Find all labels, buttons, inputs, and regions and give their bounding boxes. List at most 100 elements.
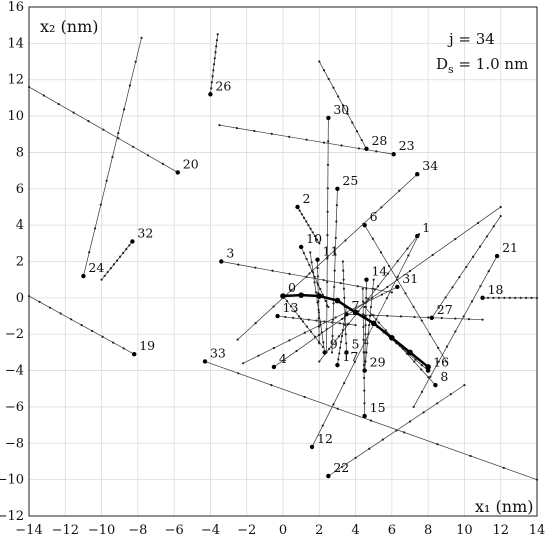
trajectory-point <box>373 288 376 291</box>
trajectory-point <box>118 255 122 258</box>
trajectory-point <box>360 138 363 142</box>
trajectory-point <box>109 267 112 270</box>
trajectory-point <box>343 317 346 320</box>
trajectory-point <box>122 347 125 350</box>
trajectory-point <box>288 339 291 342</box>
trajectory-point <box>325 280 329 284</box>
trajectory-point <box>367 297 370 300</box>
trajectory-point <box>111 155 114 159</box>
trajectory-point <box>437 306 440 309</box>
grid <box>28 6 538 517</box>
trajectory-point <box>478 245 482 248</box>
legend-box: j = 34 Ds = 1.0 nm <box>436 30 528 76</box>
trajectory-point <box>211 75 214 78</box>
series-label-7: 7 <box>352 298 360 313</box>
trajectory-point <box>386 285 389 289</box>
trajectory-point <box>414 358 417 361</box>
trajectory-point <box>270 132 273 135</box>
series-label-31: 31 <box>402 271 418 286</box>
trajectory-point <box>254 266 257 269</box>
trajectory-start <box>275 313 280 319</box>
trajectory-start <box>326 115 331 121</box>
series-label-18: 18 <box>488 282 504 297</box>
trajectory-point <box>331 334 334 338</box>
trajectory-point <box>322 341 325 344</box>
trajectory-point <box>346 112 349 115</box>
trajectory-point <box>437 346 440 349</box>
trajectory-point <box>469 454 472 458</box>
series-label-15: 15 <box>370 400 386 415</box>
trajectory-point <box>454 317 457 320</box>
trajectory-point <box>365 287 368 290</box>
plot-frame <box>28 6 538 517</box>
trajectory-point <box>339 282 342 285</box>
trajectory-point <box>308 272 311 275</box>
y-tick-label: 6 <box>16 182 24 197</box>
trajectory-point <box>316 283 320 286</box>
highlight-layer <box>280 292 431 370</box>
trajectory-point <box>115 259 119 262</box>
trajectory-point <box>323 320 326 323</box>
series-label-32: 32 <box>137 226 153 241</box>
trajectory-point <box>454 237 457 241</box>
trajectory-point <box>384 329 387 332</box>
series-label-33: 33 <box>210 345 226 360</box>
trajectory-point <box>436 402 439 405</box>
trajectory-point <box>317 300 320 303</box>
highlighted-point <box>280 293 286 299</box>
trajectory-point <box>390 291 393 294</box>
trajectory-start <box>271 364 277 370</box>
series-label-23: 23 <box>399 138 415 153</box>
trajectory-point <box>362 364 366 367</box>
series-label-10: 10 <box>306 231 322 246</box>
trajectory-point <box>343 296 346 299</box>
trajectory-point <box>215 39 219 42</box>
trajectory-point <box>412 405 415 409</box>
trajectory-point <box>288 135 291 138</box>
trajectory-point <box>351 121 354 124</box>
trajectory-point <box>337 335 340 338</box>
trajectory-point <box>93 227 97 230</box>
trajectory-point <box>357 147 360 150</box>
trajectory-point <box>314 291 318 294</box>
trajectory-point <box>355 130 359 133</box>
trajectory-point <box>125 248 128 251</box>
trajectory-point <box>327 77 330 81</box>
trajectory-point <box>335 220 338 223</box>
trajectory-point <box>161 162 164 165</box>
trajectory-point <box>354 456 357 459</box>
trajectory-point <box>101 335 104 338</box>
y-tick-label: −2 <box>5 327 24 342</box>
trajectory-point <box>339 346 342 349</box>
trajectory-point <box>317 317 320 320</box>
trajectory-point <box>100 278 103 281</box>
trajectory-point <box>364 360 367 363</box>
trajectory-point <box>499 205 502 209</box>
trajectory-point <box>407 254 410 257</box>
trajectory-point <box>313 275 316 279</box>
highlighted-point <box>425 364 431 370</box>
trajectory-point <box>403 431 406 434</box>
trajectory-point <box>366 342 369 345</box>
trajectory-point <box>289 305 293 308</box>
trajectory-point <box>333 285 336 289</box>
trajectory-point <box>377 321 380 324</box>
y-tick-label: 4 <box>16 218 24 233</box>
trajectory-point <box>367 333 370 336</box>
trajectory-start <box>298 244 304 250</box>
trajectory-point <box>363 389 366 392</box>
trajectory-start <box>480 295 485 301</box>
trajectory-point <box>487 270 490 273</box>
trajectory-point <box>481 318 484 321</box>
trajectory-point <box>322 141 326 144</box>
trajectory-point <box>313 281 316 284</box>
series-label-34: 34 <box>422 158 438 173</box>
trajectory-point <box>270 384 273 387</box>
annotation-ds-main: D <box>436 55 448 73</box>
trajectory-point <box>326 255 329 259</box>
highlighted-point <box>370 320 377 327</box>
x-tick-label: 14 <box>529 523 546 538</box>
y-tick-label: −6 <box>5 400 24 415</box>
trajectory-point <box>354 324 357 327</box>
trajectory-point <box>362 313 365 316</box>
